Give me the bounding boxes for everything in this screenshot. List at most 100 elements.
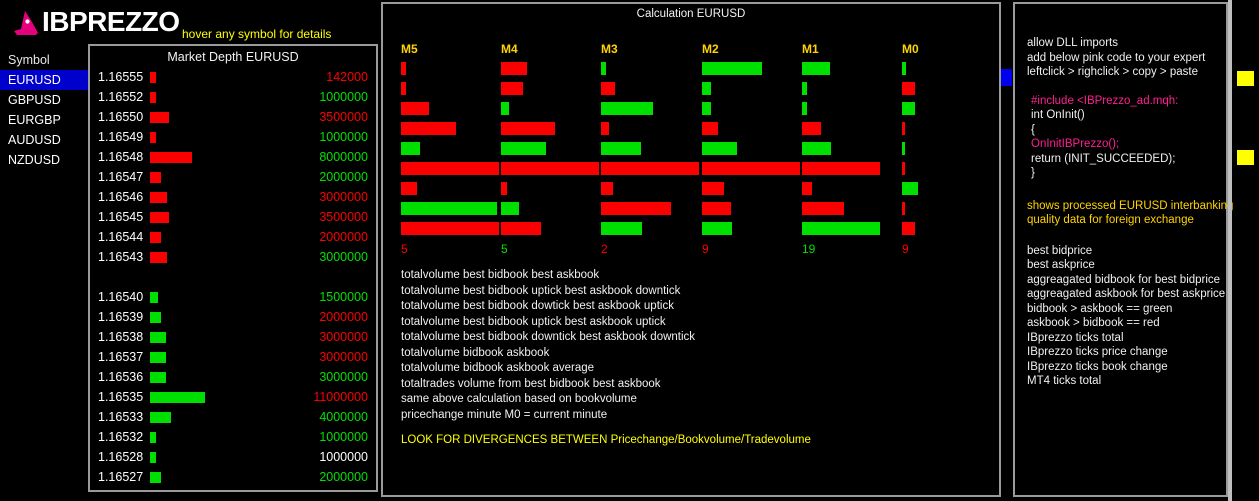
help-code-line: { — [1031, 123, 1035, 136]
help-code-line: OnInitIBPrezzo(); — [1031, 138, 1120, 150]
calculation-panel: Calculation EURUSD M5 M4 M3 M2 M1 M0 5 5 2 9 19 9 t… — [381, 2, 1001, 497]
depth-price: 1.16527 — [98, 470, 144, 484]
depth-volume-value: 8000000 — [319, 150, 368, 164]
symbol-list: Symbol EURUSD GBPUSD EURGBP AUDUSD NZDUSD — [0, 50, 88, 170]
depth-price: 1.16528 — [98, 450, 144, 464]
depth-volume-value: 3000000 — [319, 250, 368, 264]
help-field-line: bidbook > askbook == green — [1027, 302, 1173, 315]
chart-bar — [601, 142, 641, 155]
chart-bar — [601, 202, 671, 215]
chart-bar — [401, 142, 420, 155]
chart-bar — [702, 202, 731, 215]
chart-bar — [601, 62, 606, 75]
depth-price: 1.16533 — [98, 410, 144, 424]
chart-bar — [902, 62, 906, 75]
legend-divergence-note: LOOK FOR DIVERGENCES BETWEEN Pricechange… — [401, 434, 811, 446]
chart-bar — [902, 202, 905, 215]
chart-bar — [401, 202, 497, 215]
depth-volume-bar — [150, 172, 161, 183]
table-row: 1.16528 1000000 — [90, 447, 376, 467]
chart-bar — [802, 162, 880, 175]
yellow-status-marker-top[interactable] — [1237, 71, 1254, 86]
symbol-list-header: Symbol — [8, 53, 50, 67]
chart-bar — [401, 182, 417, 195]
depth-price: 1.16540 — [98, 290, 144, 304]
help-intro-line: allow DLL imports — [1027, 37, 1118, 49]
chart-column-label-m3: M3 — [601, 42, 618, 56]
depth-volume-bar — [150, 192, 167, 203]
chart-bar — [702, 122, 718, 135]
depth-volume-bar — [150, 312, 161, 323]
help-spacer — [1019, 228, 1226, 244]
chart-bar — [401, 102, 429, 115]
table-row: 1.16549 1000000 — [90, 127, 376, 147]
chart-footer-value-m1: 19 — [802, 242, 816, 256]
chart-bar — [401, 122, 456, 135]
depth-volume-bar — [150, 132, 156, 143]
chart-bar — [702, 102, 711, 115]
right-edge-scrollbar[interactable] — [1228, 0, 1232, 501]
legend-line: totalvolume best bidbook best askbook — [401, 269, 600, 281]
chart-bar — [902, 122, 905, 135]
app-header: IBPREZZO hover any symbol for details — [0, 0, 370, 48]
chart-column-label-m5: M5 — [401, 42, 418, 56]
depth-volume-bar — [150, 412, 171, 423]
chart-footer-value-m0: 9 — [902, 242, 909, 256]
sidebar-item-eurusd[interactable]: EURUSD — [0, 70, 88, 90]
chart-footer-value-m5: 5 — [401, 242, 408, 256]
chart-bar — [501, 162, 599, 175]
table-row: 1.16548 8000000 — [90, 147, 376, 167]
help-spacer — [1019, 80, 1226, 94]
blue-status-marker[interactable] — [1001, 69, 1012, 86]
help-panel: allow DLL imports add below pink code to … — [1013, 2, 1233, 497]
depth-price: 1.16545 — [98, 210, 144, 224]
table-row: 1.16544 2000000 — [90, 227, 376, 247]
chart-bar — [902, 82, 915, 95]
depth-volume-value: 3500000 — [319, 210, 368, 224]
table-row: 1.16540 1500000 — [90, 287, 376, 307]
depth-volume-value: 3500000 — [319, 110, 368, 124]
chart-bar — [501, 182, 507, 195]
help-field-line: IBprezzo ticks price change — [1027, 346, 1168, 358]
help-code-line: return (INIT_SUCCEEDED); — [1031, 152, 1176, 165]
legend-line: totalvolume bidbook askbook average — [401, 362, 595, 374]
chart-bar — [902, 182, 918, 195]
yellow-status-marker-bottom[interactable] — [1237, 150, 1254, 165]
depth-volume-value: 3000000 — [319, 350, 368, 364]
help-tagline-line: quality data for foreign exchange — [1027, 214, 1194, 226]
sidebar-item-audusd[interactable]: AUDUSD — [8, 133, 61, 147]
chart-bar — [802, 102, 807, 115]
depth-volume-value: 1500000 — [319, 290, 368, 304]
chart-column-label-m1: M1 — [802, 42, 819, 56]
sidebar-item-gbpusd[interactable]: GBPUSD — [8, 93, 61, 107]
depth-volume-bar — [150, 292, 158, 303]
depth-price: 1.16537 — [98, 350, 144, 364]
chart-bar — [802, 62, 830, 75]
depth-volume-bar — [150, 92, 156, 103]
depth-price: 1.16539 — [98, 310, 144, 324]
table-row: 1.16539 2000000 — [90, 307, 376, 327]
depth-price: 1.16543 — [98, 250, 144, 264]
legend-line: same above calculation based on bookvolu… — [401, 393, 637, 405]
sidebar-item-nzdusd[interactable]: NZDUSD — [8, 153, 61, 167]
depth-volume-bar — [150, 392, 205, 403]
chart-bar — [401, 62, 406, 75]
sidebar-item-eurgbp[interactable]: EURGBP — [8, 113, 61, 127]
depth-volume-value: 1000000 — [319, 90, 368, 104]
help-field-line: MT4 ticks total — [1027, 375, 1102, 387]
chart-bar — [802, 82, 807, 95]
chart-bar — [802, 122, 821, 135]
table-row: 1.16545 3500000 — [90, 207, 376, 227]
table-row: 1.16532 1000000 — [90, 427, 376, 447]
chart-column-label-m4: M4 — [501, 42, 518, 56]
market-depth-panel: Market Depth EURUSD 1.16555 142000 1.16552… — [88, 44, 378, 492]
table-row: 1.16546 3000000 — [90, 187, 376, 207]
chart-bar — [902, 142, 905, 155]
depth-price: 1.16532 — [98, 430, 144, 444]
legend-line: totalvolume best bidbook downtick best a… — [401, 331, 696, 343]
chart-bar — [601, 122, 609, 135]
chart-bar — [601, 162, 699, 175]
table-row: 1.16552 1000000 — [90, 87, 376, 107]
help-field-line: askbook > bidbook == red — [1027, 317, 1160, 329]
calculation-bar-chart: M5 M4 M3 M2 M1 M0 5 5 2 9 19 9 — [383, 22, 999, 264]
